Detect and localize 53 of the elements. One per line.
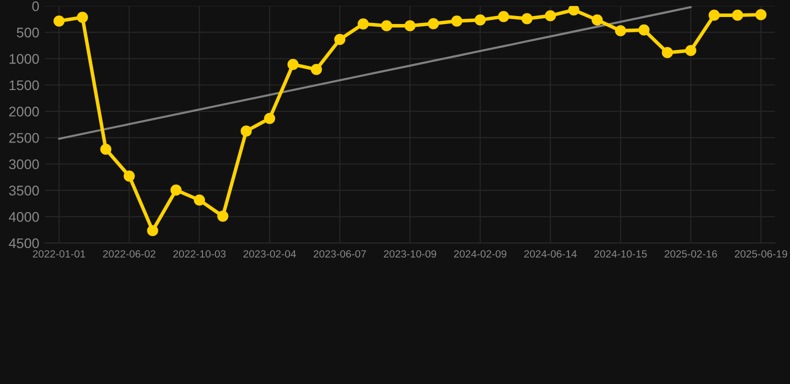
point	[568, 6, 580, 16]
y-tick-label: 4000	[8, 212, 39, 222]
point	[100, 144, 112, 155]
point	[334, 34, 346, 45]
point	[124, 170, 135, 182]
point	[381, 20, 392, 32]
point	[474, 14, 486, 26]
point	[638, 24, 650, 36]
point	[310, 64, 322, 76]
y-tick-label: 1500	[10, 80, 39, 90]
point	[662, 47, 673, 58]
point	[708, 10, 720, 21]
point	[521, 13, 533, 24]
x-tick-label: 2022-01-01	[32, 250, 86, 258]
point	[358, 18, 369, 30]
y-tick-label: 2500	[9, 133, 39, 143]
point	[170, 184, 182, 196]
point	[732, 10, 744, 21]
point	[264, 112, 276, 124]
point	[76, 12, 88, 23]
point	[592, 14, 603, 26]
y-tick-label: 500	[16, 28, 39, 38]
x-tick-label: 2024-10-15	[594, 250, 647, 258]
x-tick-label: 2025-02-16	[664, 250, 717, 258]
point	[287, 58, 299, 70]
y-tick-label: 3500	[9, 186, 39, 196]
y-tick-label: 2000	[9, 106, 39, 117]
point	[498, 10, 510, 22]
y-tick-label: 0	[32, 1, 39, 12]
x-tick-label: 2022-06-02	[103, 250, 156, 258]
y-tick-label: 4500	[8, 238, 39, 248]
y-tick-label: 3000	[9, 159, 39, 170]
x-tick-label: 2023-10-09	[384, 250, 436, 258]
point	[53, 15, 65, 27]
point	[240, 126, 252, 137]
x-tick-label: 2023-02-04	[244, 250, 296, 258]
point	[147, 225, 158, 236]
point	[404, 20, 416, 32]
line-series	[58, 6, 692, 140]
x-tick-label: 2024-02-09	[454, 250, 506, 258]
point	[428, 18, 439, 30]
x-tick-label: 2022-10-03	[173, 250, 226, 258]
x-tick-label: 2025-06-19	[734, 250, 788, 258]
point	[685, 44, 696, 56]
x-tick-label: 2023-06-07	[314, 250, 366, 258]
y-tick-label: 1000	[10, 54, 39, 64]
point	[217, 210, 228, 222]
point	[194, 194, 205, 206]
point	[451, 15, 462, 27]
point	[755, 9, 767, 20]
point	[615, 25, 626, 36]
x-tick-label: 2024-06-14	[524, 250, 577, 258]
point	[544, 10, 556, 22]
